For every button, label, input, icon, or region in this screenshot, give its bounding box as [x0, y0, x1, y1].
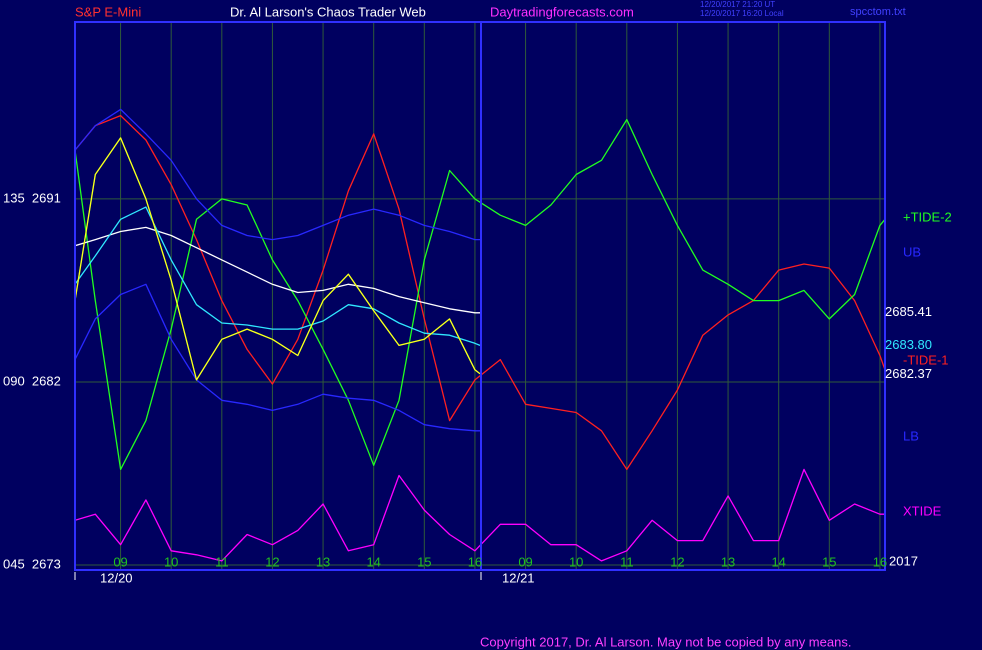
- x-tick-label: 11: [620, 554, 634, 569]
- series-line: [75, 137, 481, 381]
- last-value-label: 2682.37: [885, 366, 932, 381]
- x-tick-label: 15: [822, 554, 836, 569]
- series-label: -TIDE-1: [903, 352, 949, 367]
- y-tick-label: 090 2682: [3, 373, 61, 388]
- x-tick-label: 13: [316, 554, 330, 569]
- symbol: S&P E-Mini: [75, 4, 141, 19]
- x-tick-label: 09: [113, 554, 127, 569]
- y-tick-label: 045 2673: [3, 556, 61, 571]
- series-line: [75, 468, 885, 562]
- x-tick-label: 09: [518, 554, 532, 569]
- series-line: [75, 283, 480, 432]
- timestamp: 12/20/2017 16:20 Local: [700, 9, 784, 18]
- x-tick-label: 10: [569, 554, 583, 569]
- file-name: spcctom.txt: [850, 6, 906, 18]
- series-label: XTIDE: [903, 503, 942, 518]
- series-line: [75, 108, 480, 241]
- series-line: [75, 118, 885, 471]
- y-tick-label: 135 2691: [3, 190, 61, 205]
- x-tick-label: 10: [164, 554, 178, 569]
- date-label: 12/21: [502, 570, 535, 585]
- x-tick-label: 14: [366, 554, 380, 569]
- series-label: LB: [903, 428, 919, 443]
- copyright: Copyright 2017, Dr. Al Larson. May not b…: [480, 634, 851, 649]
- x-tick-label: 13: [721, 554, 735, 569]
- site-url: Daytradingforecasts.com: [490, 4, 634, 19]
- site-title: Dr. Al Larson's Chaos Trader Web: [230, 4, 426, 19]
- grid: [75, 22, 885, 570]
- last-value-label: 2685.41: [885, 304, 932, 319]
- date-label: 12/20: [100, 570, 133, 585]
- timestamp: 12/20/2017 21:20 UT: [700, 0, 775, 9]
- series-layer: [75, 108, 885, 562]
- series-line: [75, 206, 481, 347]
- x-tick-label: 16: [468, 554, 482, 569]
- last-value-label: 2683.80: [885, 337, 932, 352]
- x-tick-label: 12: [265, 554, 279, 569]
- series-line: [75, 226, 480, 314]
- series-label: +TIDE-2: [903, 209, 952, 224]
- x-tick-label: 16: [873, 554, 887, 569]
- x-tick-label: 11: [215, 554, 229, 569]
- series-label: UB: [903, 244, 921, 259]
- x-tick-label: 12: [670, 554, 684, 569]
- year-label: 2017: [889, 553, 918, 568]
- series-line: [75, 114, 885, 471]
- x-tick-label: 15: [417, 554, 431, 569]
- x-tick-label: 14: [771, 554, 785, 569]
